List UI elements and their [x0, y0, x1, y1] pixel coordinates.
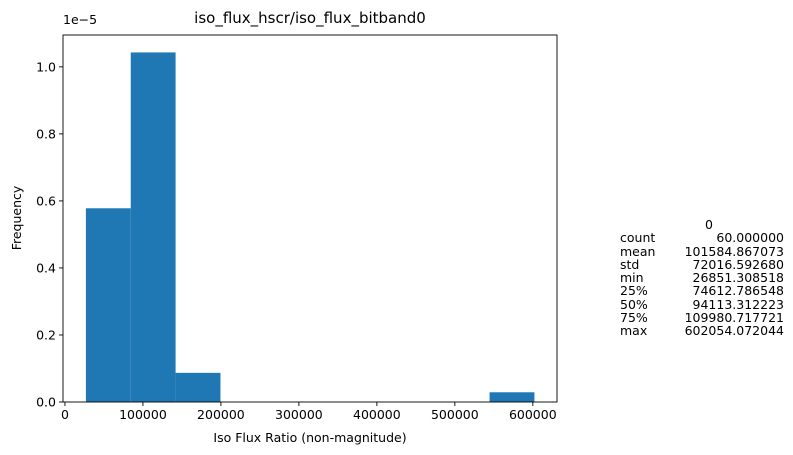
stats-key: mean	[620, 243, 656, 259]
x-tick-label: 100000	[119, 407, 167, 422]
stats-row: min 26851.308518	[620, 270, 792, 286]
plot-frame	[62, 34, 558, 403]
y-scale-label: 1e−5	[63, 12, 97, 27]
stats-value: 109980.717721	[684, 310, 784, 326]
x-tick-label: 400000	[353, 407, 401, 422]
stats-key: std	[620, 256, 640, 272]
y-tick-label: 1.0	[36, 59, 56, 74]
stats-key: count	[620, 230, 656, 246]
y-axis-label: Frequency	[9, 185, 24, 250]
histogram-bar	[130, 52, 176, 402]
stats-key: max	[620, 323, 648, 339]
stats-value: 26851.308518	[692, 270, 784, 286]
y-tick-label: 0.4	[36, 260, 56, 275]
histogram-bar	[175, 372, 221, 402]
stats-row: 75% 109980.717721	[620, 310, 792, 326]
x-tick-label: 300000	[275, 407, 323, 422]
x-ticks-group: 0 100000 200000 300000 400000 500000 600000	[61, 402, 557, 422]
histogram-chart: iso_flux_hscr/iso_flux_bitband0 1e−5 0 10…	[9, 9, 558, 445]
summary-stats-table: 0 count 60.000000 mean 101584.867073 std 7201…	[620, 218, 792, 338]
stats-rows: count 60.000000 mean 101584.867073 std 72016.…	[620, 230, 792, 339]
stats-value: 74612.786548	[692, 283, 784, 299]
y-tick-label: 0.0	[36, 395, 56, 410]
stats-key: 25%	[620, 283, 648, 299]
x-tick-label: 200000	[197, 407, 245, 422]
x-tick-label: 600000	[509, 407, 557, 422]
stats-row: mean 101584.867073	[620, 243, 792, 259]
stats-value: 72016.592680	[692, 256, 784, 272]
bars-group	[85, 52, 535, 402]
stats-key: 50%	[620, 296, 648, 312]
stats-column-header: 0	[705, 217, 713, 232]
y-tick-label: 0.6	[36, 193, 56, 208]
stats-row: 25% 74612.786548	[620, 283, 792, 299]
y-ticks-group: 0.0 0.2 0.4 0.6 0.8 1.0	[36, 59, 63, 410]
y-tick-label: 0.8	[36, 126, 56, 141]
histogram-bar	[489, 392, 535, 402]
stats-row: count 60.000000	[620, 230, 792, 246]
x-tick-label: 500000	[431, 407, 479, 422]
stats-value: 60.000000	[716, 230, 784, 246]
stats-key: 75%	[620, 310, 648, 326]
stats-key: min	[620, 270, 644, 286]
x-axis-label: Iso Flux Ratio (non-magnitude)	[213, 430, 406, 445]
stats-value: 602054.072044	[684, 323, 784, 339]
stats-row: std 72016.592680	[620, 256, 792, 272]
chart-title: iso_flux_hscr/iso_flux_bitband0	[194, 9, 426, 28]
stats-value: 94113.312223	[692, 296, 784, 312]
x-tick-label: 0	[61, 407, 69, 422]
y-tick-label: 0.2	[36, 327, 56, 342]
stats-row: max 602054.072044	[620, 323, 792, 339]
histogram-bar	[85, 208, 131, 402]
stats-value: 101584.867073	[684, 243, 784, 259]
stats-row: 50% 94113.312223	[620, 296, 792, 312]
